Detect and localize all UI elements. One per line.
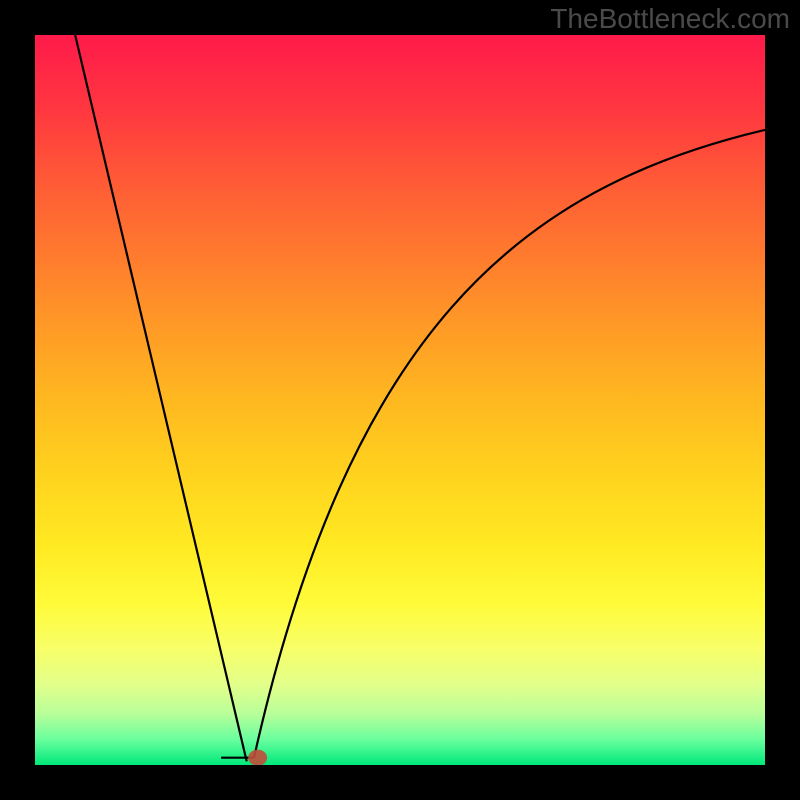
chart-svg: TheBottleneck.com — [0, 0, 800, 800]
chart-plot-background — [35, 35, 765, 765]
bottleneck-chart: TheBottleneck.com — [0, 0, 800, 800]
bottleneck-marker — [248, 750, 267, 766]
attribution-label: TheBottleneck.com — [550, 3, 790, 34]
